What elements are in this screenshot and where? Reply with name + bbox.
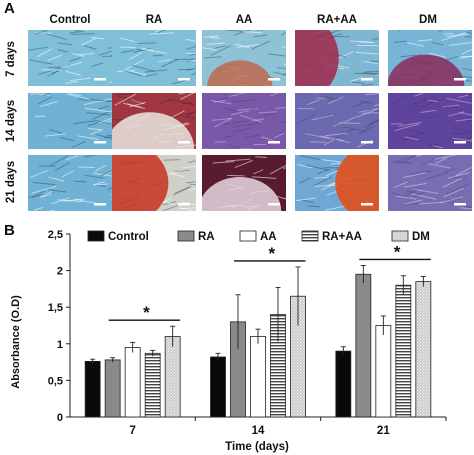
micrograph-0-1 xyxy=(112,30,196,86)
legend-swatch xyxy=(177,230,195,242)
significance-star: * xyxy=(268,244,275,263)
bar-aa-21 xyxy=(375,325,392,418)
micrograph-0-4 xyxy=(388,30,472,86)
panel-b-label: B xyxy=(4,222,15,239)
y-tick-label: 1,5 xyxy=(48,302,63,314)
y-tick-label: 0,5 xyxy=(48,375,63,387)
micrograph-1-1 xyxy=(112,93,196,149)
bar-control-21 xyxy=(335,350,352,418)
bar-aa-7 xyxy=(124,347,141,418)
legend-label: RA xyxy=(198,231,215,243)
legend-swatch xyxy=(239,230,257,242)
micrograph-1-2 xyxy=(202,93,286,149)
column-header-control: Control xyxy=(49,14,91,26)
y-tick-label: 1 xyxy=(57,339,63,351)
legend-swatch xyxy=(87,230,105,242)
chart-legend: Control RA AA RA+AA DM xyxy=(87,230,430,243)
legend-label: AA xyxy=(260,231,277,243)
legend-label: RA+AA xyxy=(322,231,362,243)
x-tick-label: 21 xyxy=(377,425,390,437)
y-axis-label: Absorbance (O.D) xyxy=(10,295,22,389)
x-tick-label: 7 xyxy=(129,425,135,437)
row-header-14-days: 14 days xyxy=(5,99,17,143)
legend-label: Control xyxy=(108,231,149,243)
micrograph-0-0 xyxy=(28,30,112,86)
chart-ticks: 0 0,5 1 1,5 2 2,5 7 14 21 xyxy=(48,229,447,437)
micrograph-2-2 xyxy=(202,155,286,211)
legend-label: DM xyxy=(412,231,430,243)
row-header-7-days: 7 days xyxy=(5,41,17,77)
micrograph-2-3 xyxy=(295,155,379,211)
micrograph-2-0 xyxy=(28,155,112,211)
bar-ra-21 xyxy=(355,273,372,418)
legend-swatch xyxy=(301,230,319,242)
micrograph-2-1 xyxy=(112,155,196,211)
bar-dm-7 xyxy=(164,336,181,418)
bar-dm-21 xyxy=(415,281,432,418)
column-header-dm: DM xyxy=(419,14,437,26)
y-tick-label: 2,5 xyxy=(48,229,63,241)
legend-swatch xyxy=(391,230,409,242)
bar-ra-7 xyxy=(104,359,121,418)
column-header-ra: RA xyxy=(145,14,163,26)
micrograph-2-4 xyxy=(388,155,472,211)
significance-star: * xyxy=(143,303,150,322)
micrograph-1-3 xyxy=(295,93,379,149)
micrograph-1-4 xyxy=(388,93,472,149)
absorbance-bar-chart: Control RA AA RA+AA DM Absorbance (O.D) Time… xyxy=(10,229,447,453)
significance-star: * xyxy=(394,242,401,261)
chart-bars xyxy=(84,265,432,418)
y-tick-label: 2 xyxy=(57,266,63,278)
y-tick-label: 0 xyxy=(57,412,63,424)
column-header-aa: AA xyxy=(235,14,253,26)
row-header-21-days: 21 days xyxy=(5,160,17,204)
x-axis-label: Time (days) xyxy=(225,441,289,453)
bar-control-14 xyxy=(210,356,226,418)
bar-ra-aa-7 xyxy=(144,352,161,418)
bar-aa-14 xyxy=(250,336,266,418)
bar-ra-aa-21 xyxy=(395,284,412,418)
x-tick-label: 14 xyxy=(252,425,265,437)
micrograph-0-2 xyxy=(202,30,286,86)
bar-control-7 xyxy=(84,360,101,418)
panel-a-label: A xyxy=(4,0,15,17)
significance-marks: * * * xyxy=(108,242,431,322)
micrograph-0-3 xyxy=(295,30,379,86)
column-header-ra-aa: RA+AA xyxy=(317,14,357,26)
micrograph-1-0 xyxy=(28,93,112,149)
